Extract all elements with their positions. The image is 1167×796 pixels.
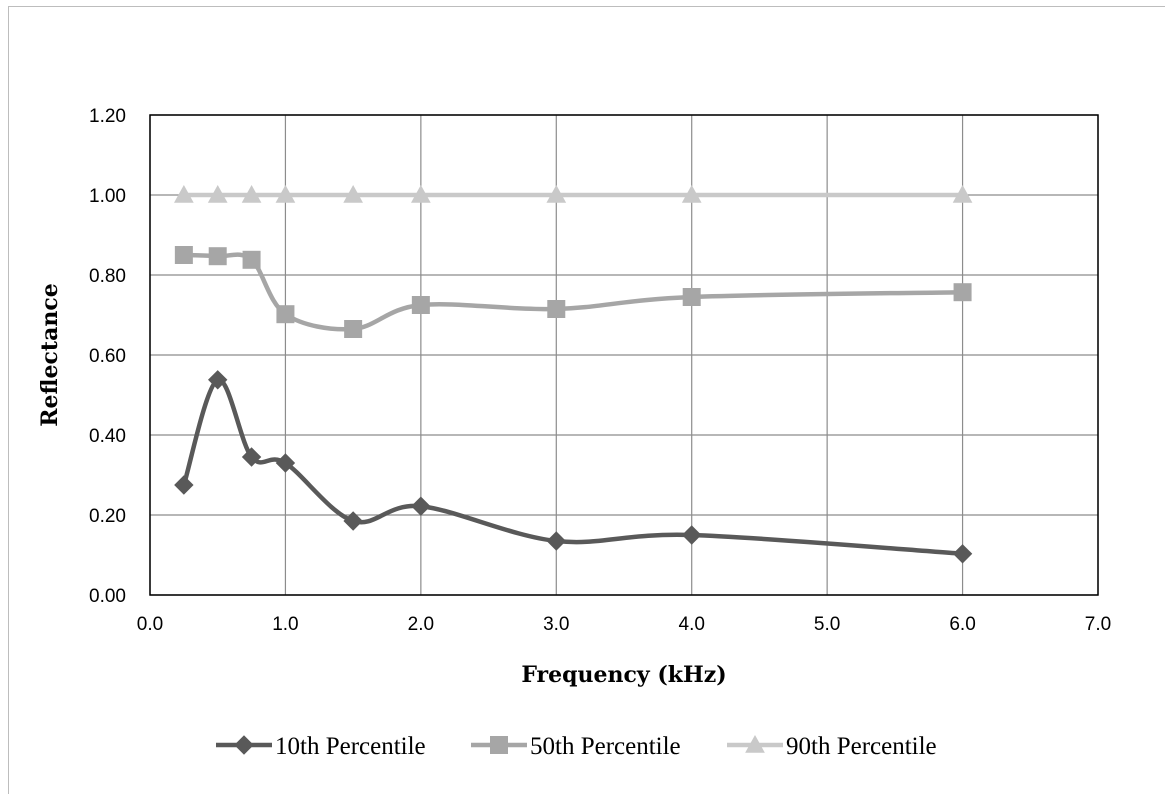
legend-label: 10th Percentile bbox=[275, 733, 426, 760]
data-point-square bbox=[411, 296, 430, 314]
plot-area-border bbox=[149, 114, 1099, 596]
data-point-square bbox=[547, 300, 566, 318]
y-axis-title: Reflectance bbox=[37, 283, 63, 426]
data-point-diamond bbox=[343, 511, 363, 531]
x-tick-label: 5.0 bbox=[814, 614, 840, 635]
x-tick-label: 3.0 bbox=[543, 614, 569, 635]
x-tick-label: 4.0 bbox=[679, 614, 705, 635]
legend-label: 50th Percentile bbox=[530, 733, 681, 760]
series-2 bbox=[174, 246, 972, 338]
data-point-triangle bbox=[681, 184, 702, 203]
legend-item-3: 90th Percentile bbox=[727, 733, 937, 760]
data-point-diamond bbox=[174, 475, 194, 495]
x-axis-title: Frequency (kHz) bbox=[521, 662, 726, 688]
y-tick-label: 0.20 bbox=[89, 506, 126, 527]
legend-marker bbox=[745, 734, 765, 753]
data-point-diamond bbox=[208, 370, 228, 390]
tick-labels: 0.00 0.20 0.40 0.60 0.80 1.00 1.20 0.0 1.0 2.0 3.0… bbox=[89, 106, 1111, 635]
data-point-triangle bbox=[241, 184, 262, 203]
grid bbox=[149, 114, 1099, 596]
data-point-square bbox=[208, 247, 227, 266]
data-point-square bbox=[953, 283, 972, 302]
series-layer bbox=[174, 184, 973, 564]
legend-marker bbox=[490, 736, 508, 754]
y-tick-label: 1.00 bbox=[89, 186, 126, 207]
data-point-triangle bbox=[207, 184, 228, 203]
y-tick-label: 0.40 bbox=[89, 426, 126, 447]
data-point-triangle bbox=[275, 184, 296, 203]
chart-frame: 0.00 0.20 0.40 0.60 0.80 1.00 1.20 0.0 1.0 2.0 3.0… bbox=[8, 6, 1165, 794]
data-point-square bbox=[682, 288, 701, 306]
data-point-triangle bbox=[411, 184, 431, 203]
data-point-triangle bbox=[174, 184, 194, 203]
data-point-square bbox=[276, 305, 295, 324]
data-point-diamond bbox=[682, 525, 702, 545]
line-chart: 0.00 0.20 0.40 0.60 0.80 1.00 1.20 0.0 1.0 2.0 3.0… bbox=[37, 106, 1111, 760]
legend-item-1: 10th Percentile bbox=[216, 733, 426, 760]
data-point-square bbox=[174, 246, 193, 264]
x-tick-label: 6.0 bbox=[949, 614, 975, 635]
y-tick-label: 1.20 bbox=[89, 106, 126, 127]
x-tick-label: 7.0 bbox=[1085, 614, 1111, 635]
data-point-square bbox=[242, 250, 261, 269]
y-tick-label: 0.80 bbox=[89, 266, 126, 287]
data-point-diamond bbox=[241, 447, 262, 467]
series-line bbox=[181, 377, 965, 557]
series-line bbox=[181, 252, 965, 332]
data-point-diamond bbox=[411, 496, 431, 516]
legend-marker bbox=[234, 735, 254, 755]
y-tick-label: 0.60 bbox=[89, 346, 126, 367]
data-point-triangle bbox=[343, 184, 363, 203]
data-point-diamond bbox=[546, 531, 566, 551]
x-tick-label: 1.0 bbox=[272, 614, 298, 635]
data-point-triangle bbox=[546, 184, 567, 203]
legend: 10th Percentile 50th Percentile 90th Perce… bbox=[216, 733, 937, 760]
series-1 bbox=[174, 370, 973, 564]
data-point-square bbox=[344, 320, 363, 338]
x-tick-label: 0.0 bbox=[137, 614, 163, 635]
series-3 bbox=[174, 184, 973, 203]
data-point-diamond bbox=[952, 544, 973, 564]
x-tick-label: 2.0 bbox=[408, 614, 434, 635]
y-tick-label: 0.00 bbox=[89, 586, 126, 607]
legend-label: 90th Percentile bbox=[786, 733, 937, 760]
data-point-diamond bbox=[275, 453, 296, 473]
data-point-triangle bbox=[952, 184, 973, 203]
legend-item-2: 50th Percentile bbox=[471, 733, 681, 760]
